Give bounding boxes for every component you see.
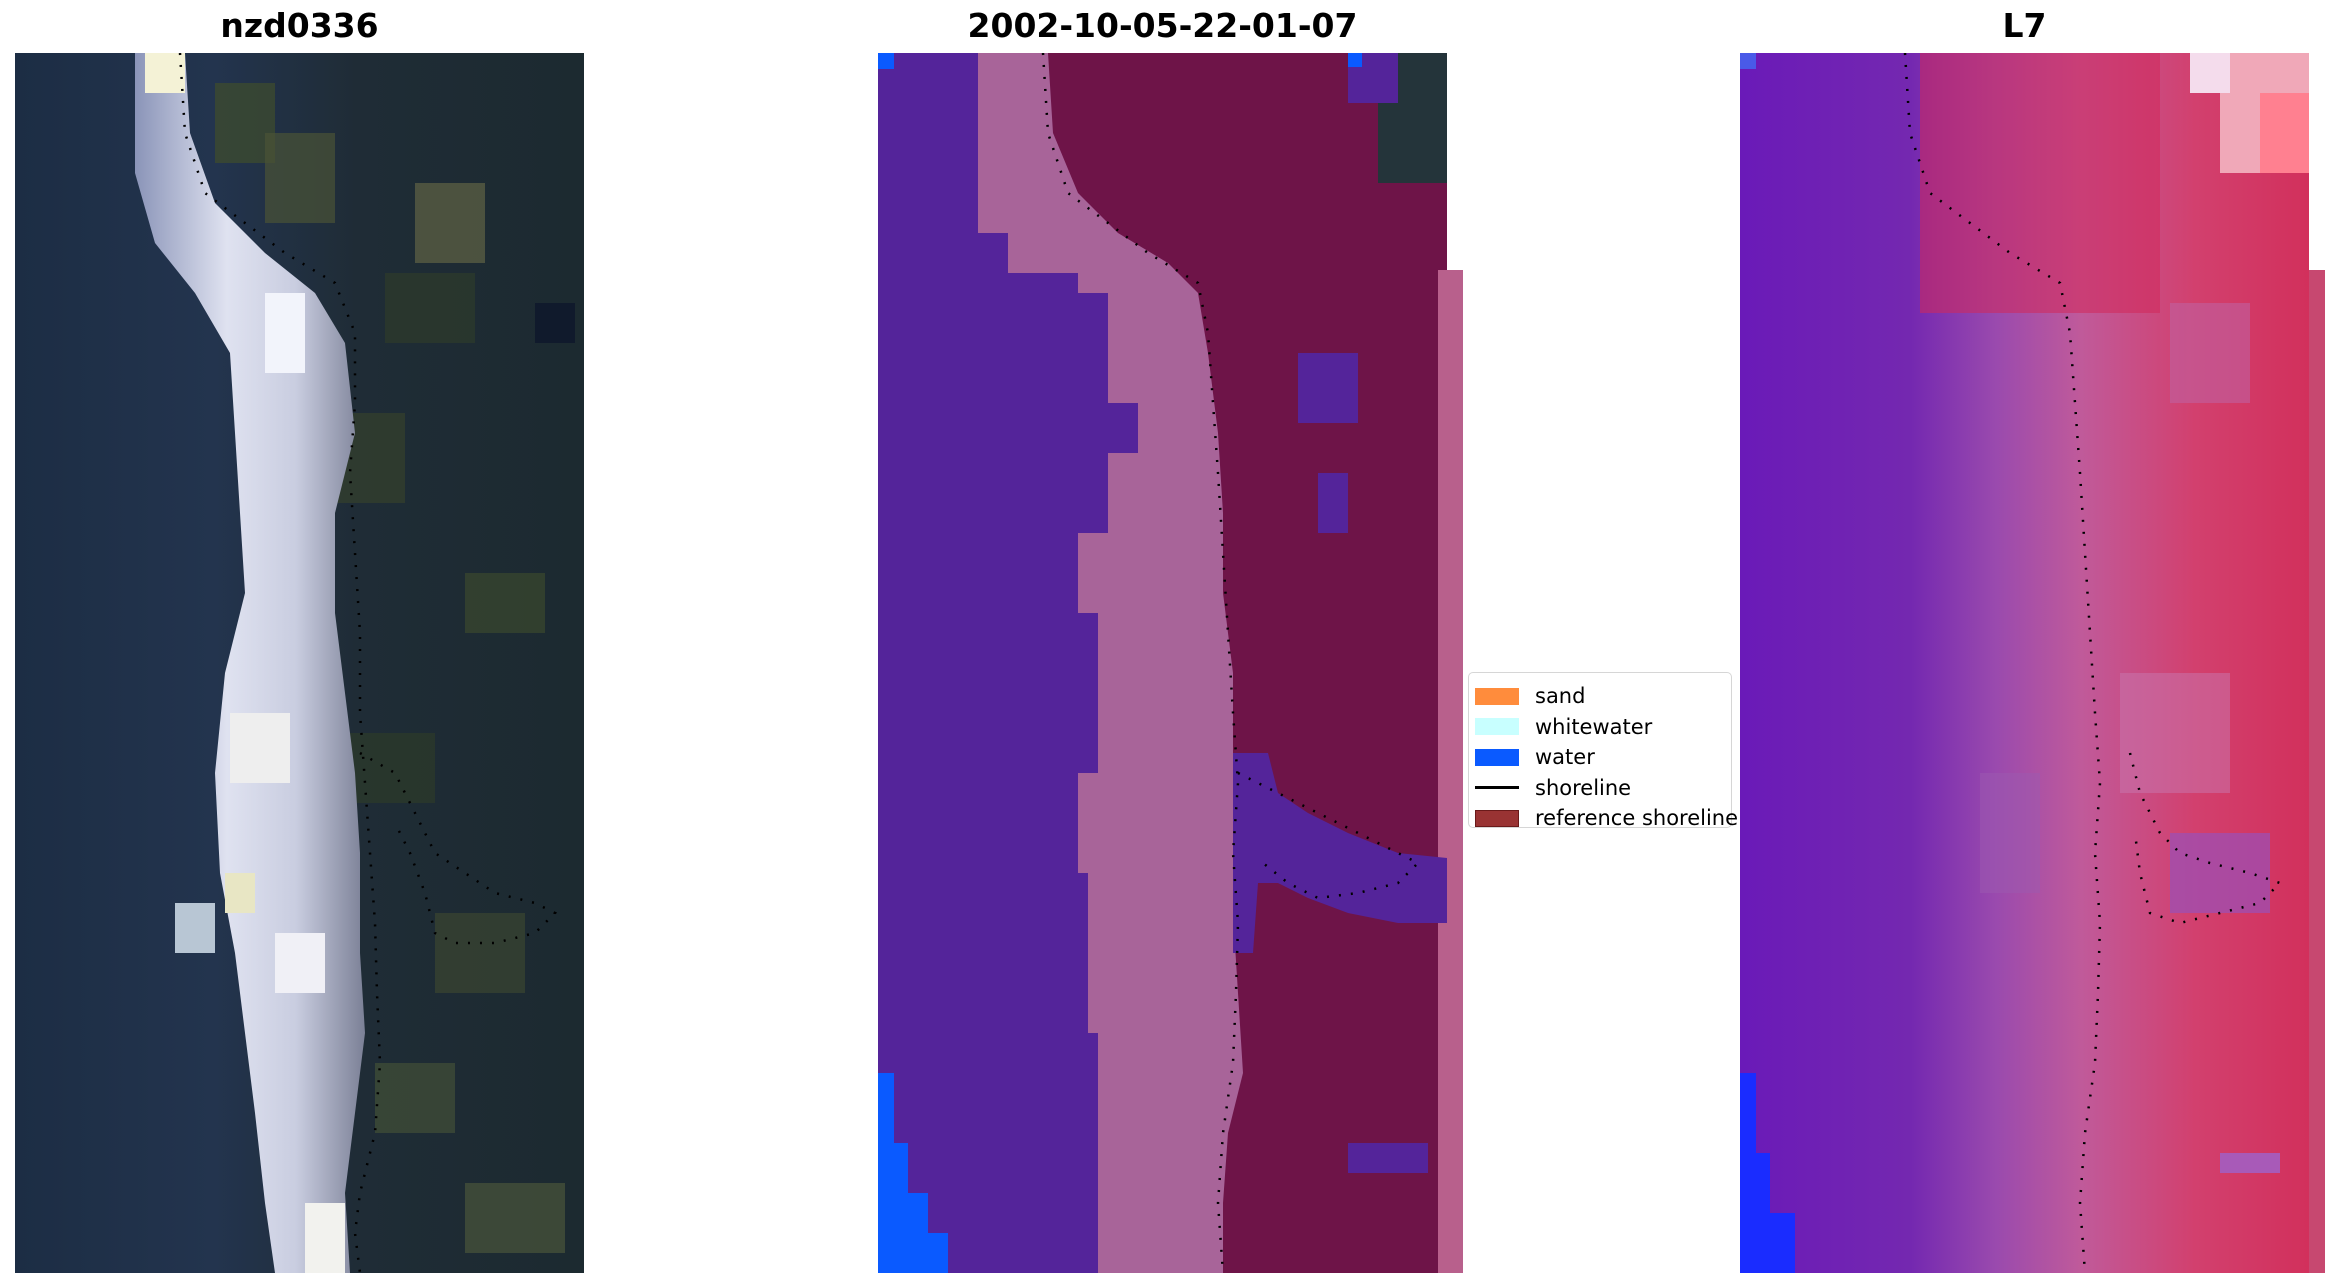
legend-label-sand: sand	[1535, 684, 1586, 709]
water-swatch-icon	[1475, 748, 1519, 766]
legend-item-shoreline: shoreline	[1469, 773, 1731, 804]
legend-label-whitewater: whitewater	[1535, 714, 1653, 739]
legend-item-reference-shoreline: reference shoreline	[1469, 803, 1738, 834]
shoreline-line-icon	[1475, 786, 1519, 790]
reference-shoreline-swatch-icon	[1475, 809, 1519, 827]
legend-label-shoreline: shoreline	[1535, 775, 1632, 800]
whitewater-swatch-icon	[1475, 718, 1519, 736]
legend: sand whitewater water shoreline referenc…	[1468, 672, 1738, 830]
legend-label-reference-shoreline: reference shoreline	[1535, 806, 1739, 831]
classification-image	[878, 53, 1463, 1273]
index-image-panel	[1740, 53, 2325, 1273]
panel-title-classification: 2002-10-05-22-01-07	[967, 6, 1358, 45]
legend-item-water: water	[1469, 742, 1731, 773]
panel-title-index: L7	[2002, 6, 2047, 45]
legend-label-water: water	[1535, 745, 1595, 770]
legend-item-sand: sand	[1469, 681, 1731, 712]
index-image	[1740, 53, 2325, 1273]
classification-image-panel	[878, 53, 1463, 1273]
rgb-image	[15, 53, 584, 1273]
legend-item-whitewater: whitewater	[1469, 712, 1731, 743]
sand-swatch-icon	[1475, 687, 1519, 705]
panel-title-rgb: nzd0336	[220, 6, 379, 45]
rgb-image-panel	[15, 53, 584, 1273]
